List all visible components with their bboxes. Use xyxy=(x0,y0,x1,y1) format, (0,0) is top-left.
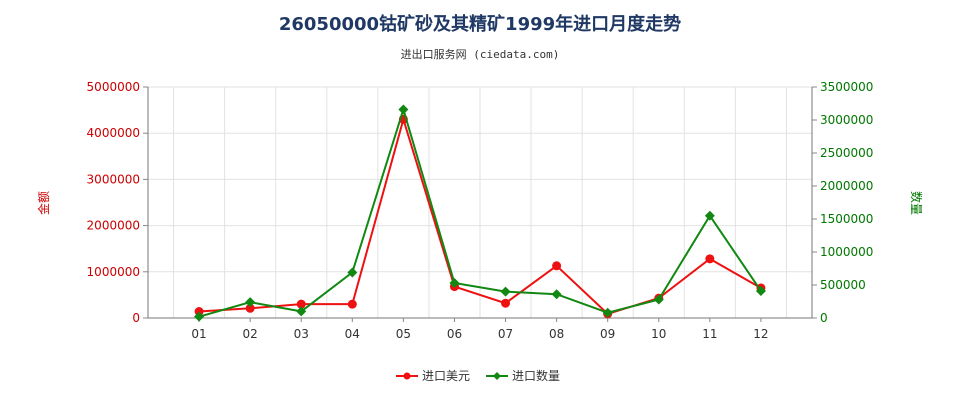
right-tick-label: 1500000 xyxy=(820,212,873,226)
data-point xyxy=(347,299,357,309)
data-point xyxy=(296,299,306,309)
axes xyxy=(147,87,813,319)
data-point xyxy=(296,306,307,317)
left-tick-label: 4000000 xyxy=(87,126,140,140)
data-point xyxy=(194,311,205,322)
x-tick-label: 07 xyxy=(498,327,513,341)
y-axis-right-label: 数量 xyxy=(909,191,924,215)
x-tick-label: 02 xyxy=(243,327,258,341)
data-point xyxy=(552,261,562,271)
data-point xyxy=(398,104,409,115)
right-tick-label: 3500000 xyxy=(820,80,873,94)
left-tick-label: 5000000 xyxy=(87,80,140,94)
x-tick-label: 03 xyxy=(294,327,309,341)
left-tick-label: 2000000 xyxy=(87,219,140,233)
x-tick-label: 12 xyxy=(753,327,768,341)
x-tick-label: 06 xyxy=(447,327,462,341)
series-quantity xyxy=(194,104,766,322)
left-tick-label: 0 xyxy=(132,311,140,325)
data-point xyxy=(500,286,511,297)
series-line xyxy=(199,115,762,315)
data-point xyxy=(347,267,358,278)
data-point xyxy=(245,303,255,313)
left-axis-ticks: 0 1000000 2000000 3000000 4000000 5000000 xyxy=(87,80,148,325)
right-tick-label: 1000000 xyxy=(820,245,873,259)
x-tick-label: 01 xyxy=(191,327,206,341)
right-axis-ticks: 0 500000 1000000 1500000 2000000 2500000 30000… xyxy=(812,80,873,325)
data-point xyxy=(602,307,613,318)
right-tick-label: 500000 xyxy=(820,278,866,292)
left-tick-label: 1000000 xyxy=(87,265,140,279)
x-tick-label: 11 xyxy=(702,327,717,341)
chart-subtitle: 进出口服务网 (ciedata.com) xyxy=(401,47,560,61)
legend-item-quantity: 进口数量 xyxy=(486,368,560,383)
x-tick-label: 04 xyxy=(345,327,360,341)
data-point xyxy=(704,210,715,221)
x-tick-label: 08 xyxy=(549,327,564,341)
data-point xyxy=(449,278,460,289)
legend: 进口美元 进口数量 xyxy=(396,368,560,383)
data-point xyxy=(501,298,511,308)
series xyxy=(194,104,766,322)
x-tick-label: 09 xyxy=(600,327,615,341)
right-tick-label: 2000000 xyxy=(820,179,873,193)
data-point xyxy=(194,307,204,317)
x-axis-ticks: 01 02 03 04 05 06 07 08 09 10 11 12 xyxy=(191,318,769,341)
right-tick-label: 0 xyxy=(820,311,828,325)
data-point xyxy=(245,297,256,308)
y-axis-left-label: 金额 xyxy=(36,191,51,215)
data-point xyxy=(755,285,766,296)
right-tick-label: 3000000 xyxy=(820,113,873,127)
series-line xyxy=(198,105,762,318)
legend-label-amount: 进口美元 xyxy=(422,369,470,383)
legend-item-amount: 进口美元 xyxy=(396,369,470,383)
x-tick-label: 05 xyxy=(396,327,411,341)
data-point xyxy=(653,294,664,305)
left-tick-label: 3000000 xyxy=(87,172,140,186)
data-point xyxy=(551,289,562,300)
chart-title: 26050000钴矿砂及其精矿1999年进口月度走势 xyxy=(279,13,681,35)
right-tick-label: 2500000 xyxy=(820,146,873,160)
legend-label-quantity: 进口数量 xyxy=(512,368,560,383)
data-point xyxy=(705,254,715,264)
x-tick-label: 10 xyxy=(651,327,666,341)
